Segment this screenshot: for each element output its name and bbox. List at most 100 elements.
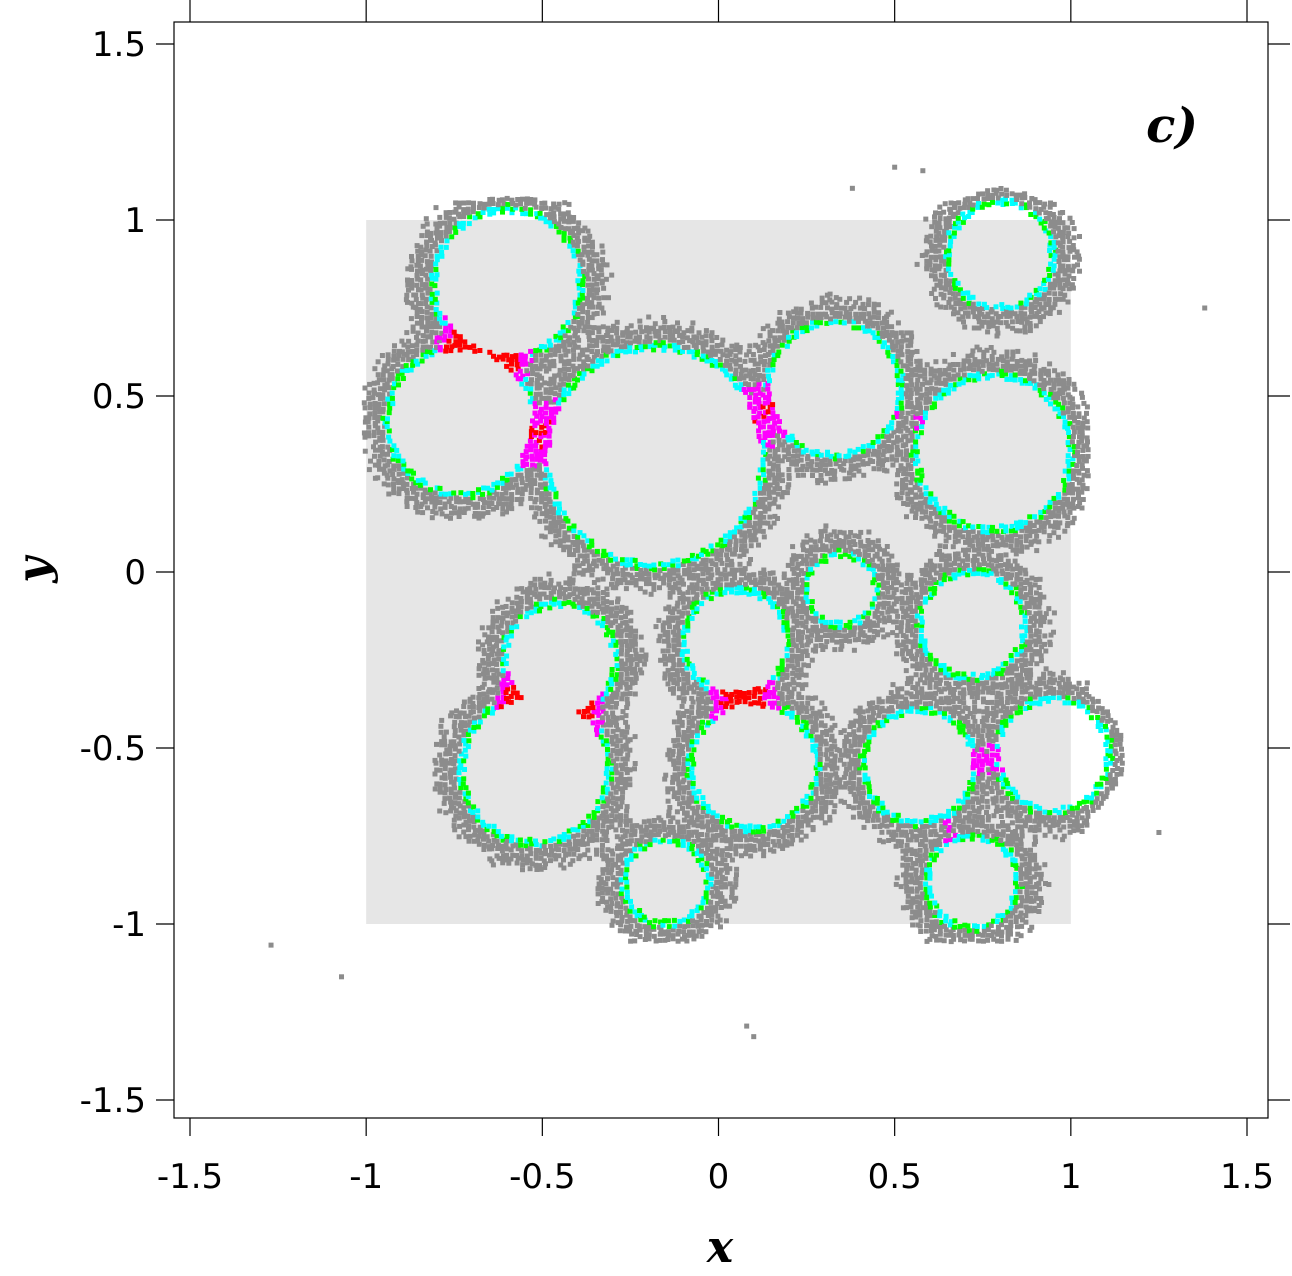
data-point (565, 518, 571, 524)
data-point (890, 630, 896, 636)
data-point (444, 225, 450, 230)
data-point (567, 235, 573, 241)
data-point (624, 857, 630, 863)
data-point (663, 606, 669, 612)
data-point (808, 795, 814, 801)
data-point (494, 638, 500, 644)
data-point (705, 690, 711, 696)
data-point (833, 305, 839, 310)
data-point (615, 843, 621, 849)
data-point (714, 556, 720, 562)
data-point (733, 542, 739, 548)
data-point (420, 352, 426, 358)
data-point (708, 899, 714, 905)
data-point (442, 334, 448, 340)
data-point (457, 710, 463, 716)
data-point (662, 661, 668, 667)
data-point (813, 648, 818, 654)
data-point (680, 599, 686, 605)
data-point (453, 206, 459, 212)
data-point (709, 871, 715, 877)
data-point (733, 843, 739, 849)
data-point (777, 596, 782, 602)
data-point (615, 596, 621, 602)
data-point (881, 600, 887, 606)
data-point (472, 832, 478, 838)
data-point (666, 924, 672, 930)
data-point (608, 704, 614, 710)
data-point (437, 324, 443, 330)
data-point (795, 629, 801, 635)
data-point (505, 625, 511, 631)
data-point (814, 734, 820, 740)
data-point (643, 832, 649, 838)
data-point (410, 328, 416, 334)
data-point (648, 837, 654, 843)
data-point (710, 833, 716, 839)
data-point (728, 376, 734, 382)
data-point (803, 733, 809, 739)
data-point (604, 732, 610, 738)
data-point (852, 625, 858, 631)
data-point (841, 461, 847, 467)
data-point (855, 757, 861, 763)
data-point (424, 490, 430, 496)
data-point (895, 710, 901, 716)
data-point (808, 463, 814, 469)
data-point (614, 610, 619, 616)
data-point (761, 828, 767, 834)
data-point (727, 571, 733, 577)
data-point (494, 484, 500, 490)
data-point (457, 499, 463, 505)
data-point (885, 813, 891, 819)
data-point (628, 638, 634, 644)
data-point (770, 402, 776, 408)
data-point (670, 558, 676, 564)
data-point (757, 515, 763, 521)
data-point (595, 591, 601, 597)
data-point (675, 833, 681, 839)
data-point (642, 917, 648, 923)
data-point (503, 637, 509, 643)
data-point (391, 348, 397, 354)
data-point (538, 482, 543, 488)
data-point (504, 477, 510, 483)
data-point (666, 932, 671, 938)
data-point (675, 796, 681, 801)
data-point (791, 625, 797, 631)
data-point (823, 523, 829, 529)
data-point (537, 591, 543, 597)
data-point (600, 257, 605, 263)
data-point (858, 529, 864, 535)
data-point (451, 724, 457, 730)
data-point (672, 585, 678, 590)
data-point (432, 504, 438, 510)
data-point (871, 725, 877, 731)
data-point (524, 853, 530, 859)
data-point (809, 459, 815, 465)
data-point (589, 258, 595, 264)
data-point (552, 204, 558, 210)
data-point (629, 643, 635, 649)
data-point (700, 557, 706, 563)
data-point (627, 918, 633, 924)
data-point (684, 938, 690, 944)
data-point (629, 657, 635, 663)
data-point (694, 599, 700, 605)
data-point (610, 638, 616, 644)
data-point (676, 609, 682, 615)
data-point (495, 615, 501, 621)
data-point (770, 839, 776, 845)
data-point (675, 557, 681, 563)
data-point (438, 244, 444, 250)
data-point (717, 586, 723, 592)
data-point (600, 810, 606, 816)
data-point (594, 338, 600, 344)
data-point (581, 249, 587, 255)
data-point (524, 857, 530, 863)
data-point (477, 708, 483, 714)
data-point (685, 680, 691, 686)
data-point (452, 342, 458, 348)
data-point (561, 343, 567, 349)
data-point (893, 881, 899, 887)
